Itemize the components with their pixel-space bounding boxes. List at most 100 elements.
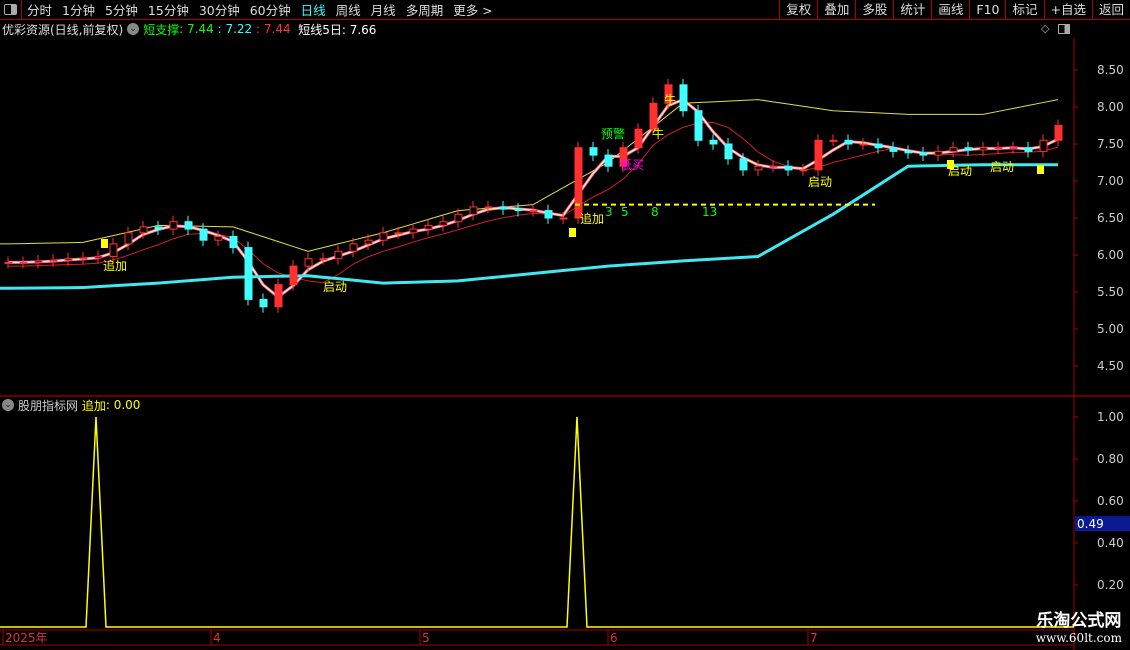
y-tick-label: 7.50 — [1097, 137, 1124, 151]
candle-body — [124, 232, 133, 245]
y-tick-label: 0.40 — [1097, 536, 1124, 550]
candle-body — [154, 226, 163, 230]
candle-body — [259, 298, 268, 308]
dropdown-chevron-icon[interactable]: ⌄ — [2, 399, 14, 411]
short-ma-yellow — [8, 98, 1059, 298]
toolbar-button[interactable]: 标记 — [1005, 0, 1043, 20]
candle-body — [394, 232, 403, 235]
candle-body — [709, 139, 718, 145]
candle-body — [604, 154, 613, 167]
dropdown-chevron-icon[interactable]: ⌄ — [127, 23, 140, 35]
y-tick-label: 4.50 — [1097, 359, 1124, 373]
candle-body — [919, 152, 928, 156]
indicator-value-5day: 短线5日: 7.66 — [298, 22, 377, 37]
panel-icon[interactable] — [1058, 24, 1070, 34]
chart-annotation: 追加 — [580, 211, 604, 226]
candle-body — [379, 232, 388, 241]
candle-body — [784, 165, 793, 171]
period-tab[interactable]: 30分钟 — [198, 3, 240, 18]
lower-red-line — [8, 121, 1059, 284]
diamond-icon[interactable]: ◇ — [1041, 22, 1050, 35]
panel-icon — [4, 4, 17, 15]
period-tab[interactable]: 60分钟 — [249, 3, 291, 18]
candle-body — [184, 221, 193, 230]
fib-count-label: 8 — [651, 205, 659, 219]
candle-body — [334, 250, 343, 260]
chart-annotation: 启动 — [990, 160, 1014, 174]
candle-body — [319, 258, 328, 261]
candle-body — [844, 139, 853, 145]
period-tab[interactable]: 1分钟 — [62, 3, 95, 18]
y-tick-label: 6.00 — [1097, 248, 1124, 262]
fib-count-label: 3 — [605, 205, 613, 219]
lower-indicator-info: ⌄ 股朋指标网 追加 : 0.00 — [2, 397, 140, 413]
period-tab[interactable]: 周线 — [335, 3, 361, 18]
candle-body — [949, 147, 958, 152]
toolbar-button[interactable]: 复权 — [779, 0, 817, 20]
short-ma-magenta — [8, 97, 1059, 299]
cursor-value-box — [1075, 516, 1130, 532]
candle-body — [1039, 139, 1048, 152]
fib-count-label: 13 — [702, 205, 717, 219]
signal-line — [0, 416, 1074, 628]
chart-annotation: 预警 — [601, 126, 625, 141]
candle-body — [304, 258, 313, 267]
y-tick-label: 0.60 — [1097, 494, 1124, 508]
y-tick-label: 7.00 — [1097, 174, 1124, 188]
y-tick-label: 8.50 — [1097, 63, 1124, 77]
candle-body — [994, 147, 1003, 150]
candle-body — [979, 147, 988, 151]
cursor-value: 0.49 — [1077, 517, 1104, 531]
candle-body — [484, 206, 493, 209]
period-tab[interactable]: 5分钟 — [104, 3, 138, 18]
toolbar-button[interactable]: +自选 — [1043, 0, 1092, 20]
panel-toggle-button[interactable] — [0, 0, 22, 20]
y-tick-label: 6.50 — [1097, 211, 1124, 225]
signal-marker — [1037, 165, 1044, 174]
candle-body — [289, 265, 298, 286]
y-tick-label: 0.20 — [1097, 578, 1124, 592]
period-tab[interactable]: 月线 — [370, 3, 396, 18]
candle-body — [1024, 147, 1033, 152]
fib-count-label: 5 — [621, 205, 629, 219]
candle-body — [649, 102, 658, 130]
candle-body — [364, 239, 373, 245]
candle-body — [454, 213, 463, 223]
period-tab[interactable]: 分时 — [27, 3, 53, 18]
candle-body — [769, 165, 778, 168]
period-tab[interactable]: 日线 — [300, 3, 326, 18]
chart-annotation: 牛 — [652, 126, 664, 141]
period-tab[interactable]: 更多 > — [453, 3, 493, 18]
indicator-value-3: : 7.44 — [256, 22, 291, 36]
candle-body — [139, 226, 148, 234]
toolbar-button[interactable]: 统计 — [893, 0, 931, 20]
y-tick-label: 5.00 — [1097, 322, 1124, 336]
chart-annotation: 启动 — [323, 280, 347, 294]
y-tick-label: 5.50 — [1097, 285, 1124, 299]
chart-annotation: 启动 — [808, 175, 832, 189]
candle-body — [859, 143, 868, 146]
candle-body — [799, 169, 808, 172]
toolbar-button[interactable]: 叠加 — [817, 0, 855, 20]
toolbar-button[interactable]: F10 — [969, 0, 1005, 20]
chart-annotation: 追加 — [103, 258, 127, 273]
toolbar-button[interactable]: 画线 — [931, 0, 969, 20]
candle-body — [634, 128, 643, 149]
candle-body — [724, 143, 733, 160]
candle-body — [109, 243, 118, 257]
period-tab[interactable]: 15分钟 — [147, 3, 189, 18]
watermark-url: www.60lt.com — [1035, 631, 1122, 645]
indicator-name: 短支撑 — [143, 22, 180, 37]
toolbar-button[interactable]: 多股 — [855, 0, 893, 20]
x-tick-label: 6 — [610, 631, 618, 645]
period-tab[interactable]: 多周期 — [405, 3, 444, 18]
toolbar-button[interactable]: 返回 — [1091, 0, 1130, 20]
candle-body — [829, 139, 838, 142]
x-tick-label: 7 — [810, 631, 818, 645]
chart-annotation: 牛 — [664, 92, 676, 107]
lower-indicator-name: 追加 — [81, 398, 106, 413]
candle-body — [559, 217, 568, 220]
x-tick-label: 5 — [422, 631, 430, 645]
candle-body — [619, 147, 628, 167]
